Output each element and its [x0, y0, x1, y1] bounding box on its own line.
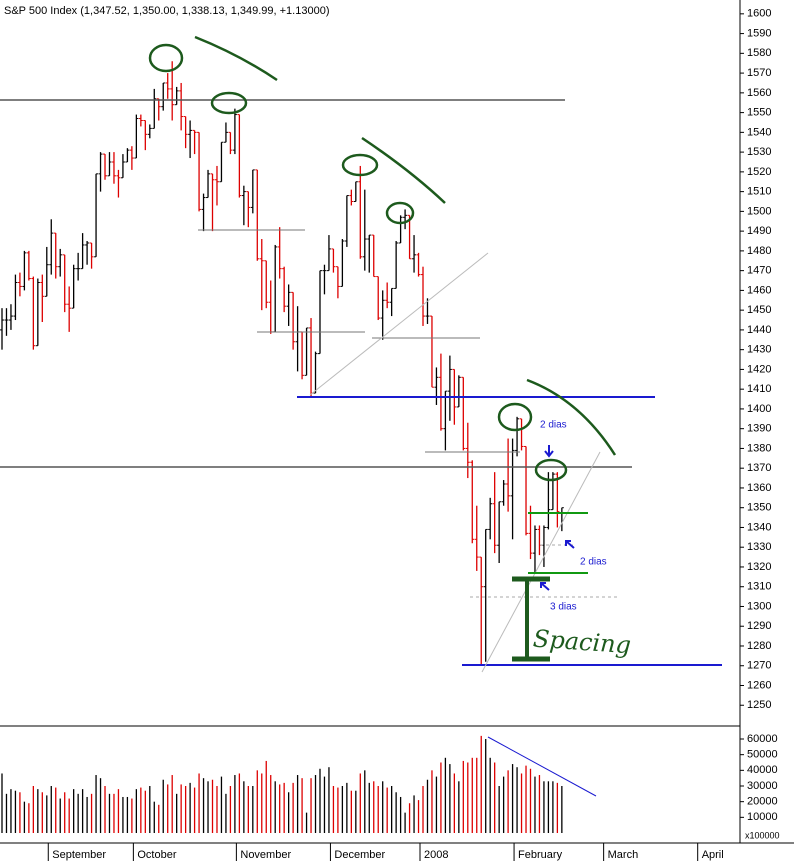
- y-tick-label: 40000: [747, 764, 778, 776]
- handwritten-note: Spacing: [532, 625, 632, 660]
- drawings: [0, 35, 722, 797]
- y-tick-label: 1460: [747, 284, 771, 296]
- y-tick-label: 1430: [747, 344, 771, 356]
- y-tick-label: 1480: [747, 245, 771, 257]
- y-tick-label: 1400: [747, 403, 771, 415]
- y-tick-label: 50000: [747, 749, 778, 761]
- y-tick-label: 20000: [747, 796, 778, 808]
- circle-mark: [534, 458, 568, 482]
- y-tick-label: 1510: [747, 186, 771, 198]
- arrow: [565, 540, 575, 549]
- x-tick-label: November: [240, 849, 291, 861]
- stroke-mark: [526, 378, 617, 456]
- y-tick-label: 1260: [747, 679, 771, 691]
- y-tick-label: 1530: [747, 146, 771, 158]
- chart-title: S&P 500 Index (1,347.52, 1,350.00, 1,338…: [4, 5, 329, 17]
- y-tick-label: 1470: [747, 265, 771, 277]
- y-tick-label: 1280: [747, 640, 771, 652]
- y-tick-label: 1250: [747, 699, 771, 711]
- y-tick-label: 30000: [747, 780, 778, 792]
- arrow: [540, 582, 550, 591]
- y-tick-label: 1550: [747, 107, 771, 119]
- circle-mark: [210, 91, 248, 115]
- y-tick-label: 1340: [747, 521, 771, 533]
- y-tick-label: 1390: [747, 423, 771, 435]
- y-tick-label: 1270: [747, 660, 771, 672]
- x-tick-label: October: [137, 849, 176, 861]
- y-tick-label: 1300: [747, 600, 771, 612]
- y-tick-label: 1420: [747, 363, 771, 375]
- y-tick-label: 10000: [747, 811, 778, 823]
- circle-mark: [341, 153, 379, 177]
- y-tick-label: 1540: [747, 126, 771, 138]
- volume-unit: x100000: [745, 830, 780, 840]
- y-tick-label: 1590: [747, 27, 771, 39]
- y-tick-label: 1520: [747, 166, 771, 178]
- y-tick-label: 1560: [747, 87, 771, 99]
- annotation: 2 dias: [580, 557, 607, 568]
- x-tick-label: September: [52, 849, 106, 861]
- volume-trend: [487, 736, 597, 797]
- annotation: 2 dias: [540, 420, 567, 431]
- circle-mark: [385, 201, 415, 225]
- x-tick-label: February: [518, 849, 563, 861]
- y-tick-label: 1350: [747, 502, 771, 514]
- stroke-mark: [194, 35, 278, 82]
- plot: [0, 61, 564, 833]
- trend-line: [309, 252, 489, 396]
- x-tick-label: April: [702, 849, 724, 861]
- y-tick-label: 1330: [747, 541, 771, 553]
- y-tick-label: 1320: [747, 561, 771, 573]
- y-tick-label: 1490: [747, 225, 771, 237]
- y-tick-label: 60000: [747, 733, 778, 745]
- y-tick-label: 1410: [747, 383, 771, 395]
- y-tick-label: 1440: [747, 324, 771, 336]
- y-tick-label: 1600: [747, 8, 771, 20]
- y-tick-label: 1450: [747, 304, 771, 316]
- arrow: [544, 445, 554, 458]
- y-tick-label: 1580: [747, 47, 771, 59]
- circle-mark: [148, 43, 184, 73]
- y-tick-label: 1290: [747, 620, 771, 632]
- circle-mark: [497, 402, 533, 432]
- x-tick-label: March: [608, 849, 639, 861]
- y-tick-label: 1500: [747, 205, 771, 217]
- y-tick-label: 1310: [747, 581, 771, 593]
- y-tick-label: 1360: [747, 482, 771, 494]
- x-tick-label: 2008: [424, 849, 448, 861]
- trend-line: [481, 451, 601, 673]
- stroke-mark: [361, 136, 446, 204]
- y-tick-label: 1570: [747, 67, 771, 79]
- y-tick-label: 1370: [747, 462, 771, 474]
- y-tick-label: 1380: [747, 442, 771, 454]
- annotation: 3 dias: [550, 602, 577, 613]
- x-tick-label: December: [334, 849, 385, 861]
